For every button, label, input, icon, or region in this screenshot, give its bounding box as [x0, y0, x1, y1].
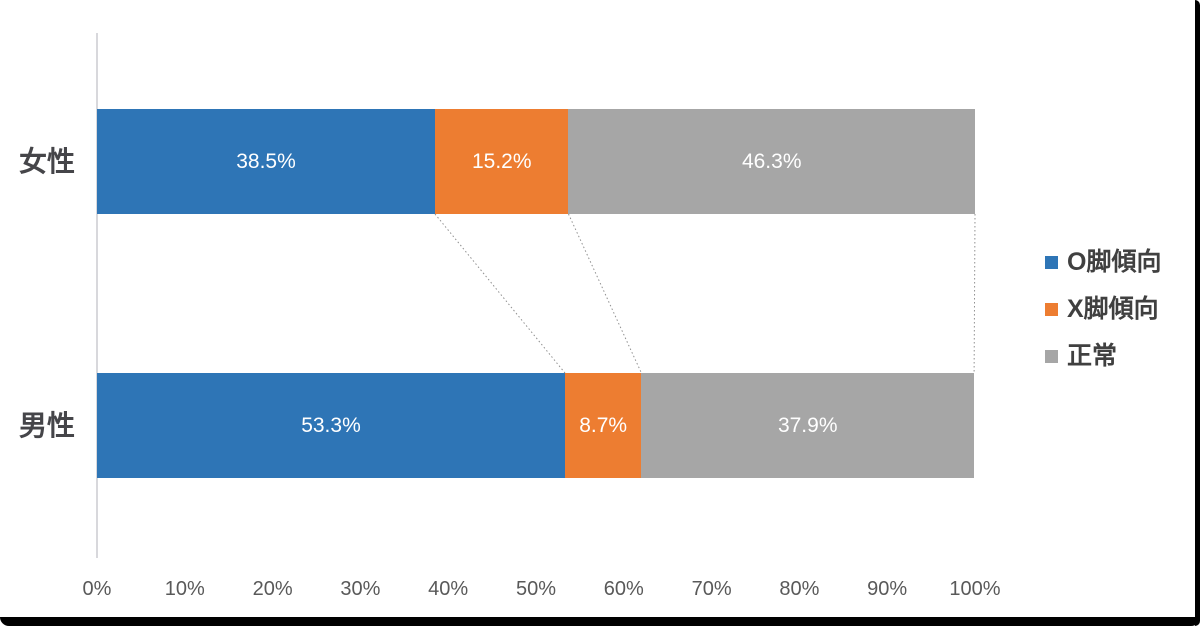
connector-line: [568, 213, 642, 374]
value-label: 8.7%: [579, 413, 628, 437]
legend-item: 正常: [1045, 340, 1161, 372]
x-tick-label: 70%: [691, 578, 732, 600]
category-label: 女性: [18, 145, 75, 177]
value-label: 37.9%: [777, 413, 838, 437]
bar-segment: 46.3%: [568, 109, 975, 214]
connector-line: [973, 213, 976, 374]
bar-segment: 53.3%: [97, 373, 565, 478]
legend-item: O脚傾向: [1045, 246, 1161, 278]
x-tick-label: 50%: [515, 578, 557, 600]
bar-segment: 38.5%: [97, 109, 436, 214]
x-tick-label: 20%: [252, 578, 293, 600]
x-tick-label: 60%: [603, 578, 644, 600]
legend-swatch: [1045, 349, 1058, 363]
y-axis-line: [96, 33, 98, 558]
x-tick-label: 0%: [82, 578, 112, 600]
x-tick-label: 90%: [867, 578, 908, 600]
x-tick-label: 30%: [340, 578, 381, 600]
x-tick-label: 40%: [428, 578, 469, 600]
legend-swatch: [1045, 302, 1058, 316]
value-label: 46.3%: [741, 149, 802, 173]
legend-label: O脚傾向: [1067, 248, 1162, 276]
legend: O脚傾向 X脚傾向正常: [1045, 246, 1161, 372]
frame-border-bottom: [0, 617, 1200, 626]
category-label: 男性: [18, 409, 75, 441]
x-tick-label: 100%: [949, 578, 1001, 600]
legend-label: X脚傾向: [1067, 295, 1159, 323]
bar-segment: 15.2%: [435, 109, 569, 214]
legend-item: X脚傾向: [1045, 293, 1161, 325]
value-label: 15.2%: [471, 149, 532, 173]
x-tick-label: 10%: [164, 578, 205, 600]
value-label: 38.5%: [236, 149, 296, 173]
x-tick-label: 80%: [779, 578, 820, 600]
value-label: 53.3%: [301, 413, 361, 437]
bar-segment: 8.7%: [564, 373, 642, 478]
legend-label: 正常: [1067, 342, 1118, 370]
bar-segment: 37.9%: [641, 373, 975, 478]
connector-line: [434, 213, 566, 374]
frame-border-right: [1195, 0, 1200, 626]
legend-swatch: [1045, 255, 1058, 269]
